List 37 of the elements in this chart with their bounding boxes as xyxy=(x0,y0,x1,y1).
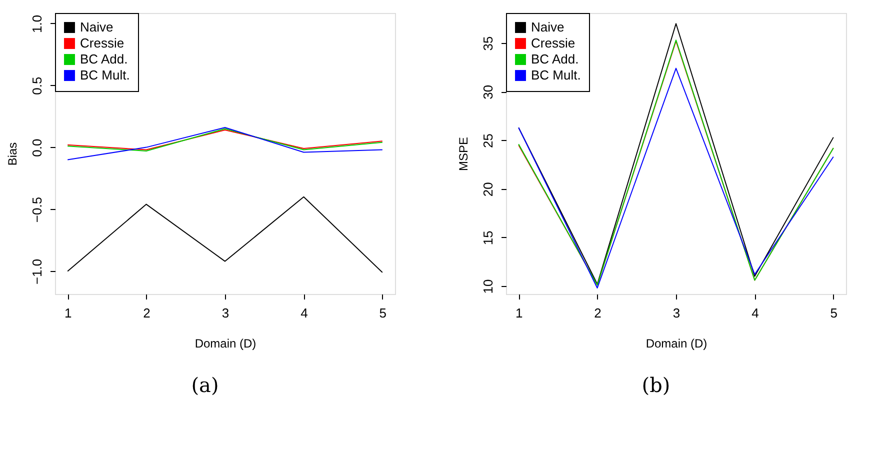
x-tick-label: 1 xyxy=(64,306,72,320)
legend-label: Naive xyxy=(80,20,114,34)
y-tick-label: 35 xyxy=(480,36,496,51)
x-tick-label: 2 xyxy=(594,306,602,320)
y-axis-title: MSPE xyxy=(456,136,470,172)
y-tick-label: −0.5 xyxy=(30,196,44,223)
y-tick-label: 15 xyxy=(480,230,496,246)
x-tick-label: 5 xyxy=(379,306,387,320)
x-tick-label: 1 xyxy=(515,306,523,320)
legend-label: Cressie xyxy=(80,36,124,50)
y-tick-label: 20 xyxy=(480,182,496,197)
y-tick-label: 25 xyxy=(480,134,496,148)
x-tick-label: 5 xyxy=(830,306,838,320)
x-tick-label: 4 xyxy=(300,306,308,320)
x-tick-label: 3 xyxy=(672,306,680,320)
legend-label: BC Add. xyxy=(80,52,128,66)
y-tick-label: −1.0 xyxy=(30,258,44,285)
x-axis-title: Domain (D) xyxy=(194,336,256,350)
x-axis-title: Domain (D) xyxy=(646,336,708,350)
line-series xyxy=(67,126,383,160)
y-tick-label: 30 xyxy=(480,84,496,100)
y-axis-title: Bias xyxy=(6,142,20,166)
text: (b) xyxy=(642,373,670,397)
y-tick-label: 0.0 xyxy=(30,138,44,157)
x-tick-label: 3 xyxy=(222,306,230,320)
legend-label: BC Mult. xyxy=(531,68,581,82)
y-tick-label: 10 xyxy=(480,279,496,294)
legend-label: BC Mult. xyxy=(80,68,130,82)
legend-label: BC Add. xyxy=(531,52,579,66)
x-tick-label: 2 xyxy=(143,306,150,320)
text: (a) xyxy=(191,373,219,397)
legend-label: Cressie xyxy=(531,36,576,50)
x-tick-label: 4 xyxy=(752,306,759,320)
y-tick-label: 0.5 xyxy=(30,76,44,95)
legend-label: Naive xyxy=(531,20,564,34)
line-series xyxy=(67,196,383,273)
y-tick-label: 1.0 xyxy=(30,14,44,33)
